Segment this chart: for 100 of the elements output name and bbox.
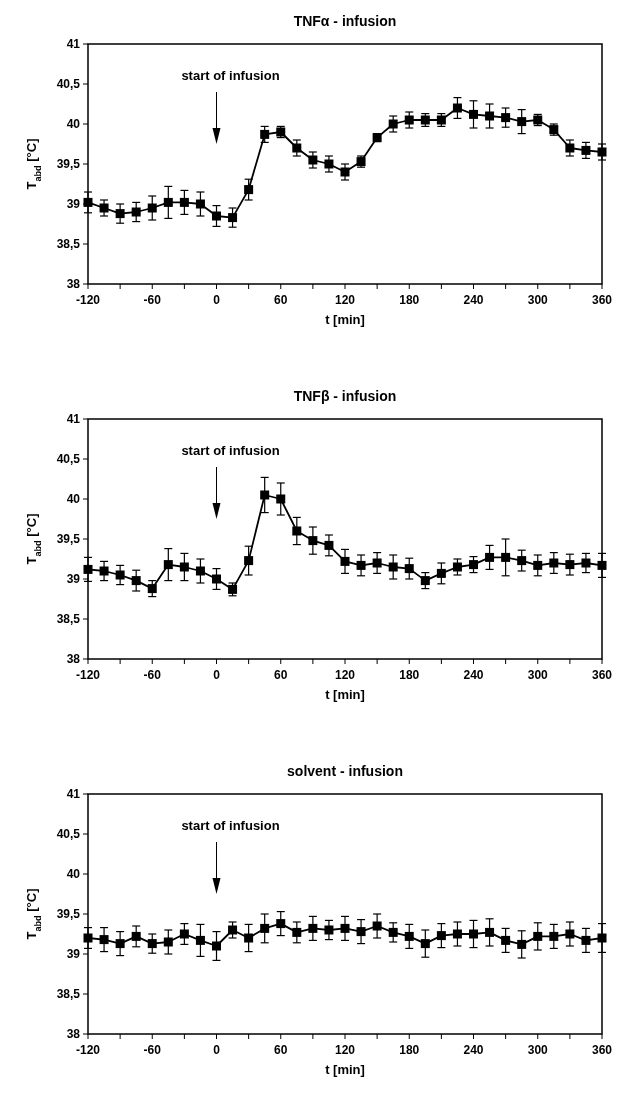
point [340, 167, 350, 177]
point [179, 562, 189, 572]
point [163, 560, 173, 570]
x-tick-label: 120 [334, 668, 356, 682]
x-axis-title: t [min] [325, 312, 365, 327]
x-tick-label: 60 [274, 293, 288, 307]
x-tick-label: 120 [334, 293, 356, 307]
point [485, 552, 495, 562]
x-tick-label: 180 [399, 293, 420, 307]
point [228, 213, 238, 223]
point [260, 490, 270, 500]
point [533, 931, 543, 941]
point [292, 526, 302, 536]
x-tick-label: 0 [213, 293, 221, 307]
y-tick-label: 38 [66, 652, 81, 667]
point [179, 929, 189, 939]
point [324, 159, 334, 169]
point [388, 562, 398, 572]
point [501, 552, 511, 562]
point [404, 115, 414, 125]
point [131, 931, 141, 941]
point [420, 576, 430, 586]
point [565, 143, 575, 153]
x-tick-label: 240 [463, 293, 484, 307]
y-tick-label: 41 [66, 787, 81, 802]
point [452, 929, 462, 939]
point [308, 923, 318, 933]
point [292, 927, 302, 937]
point [597, 147, 607, 157]
point [83, 564, 93, 574]
point [485, 111, 495, 121]
x-tick-label: 60 [274, 668, 288, 682]
x-tick-label: -60 [143, 668, 162, 682]
point [195, 566, 205, 576]
y-tick-label: 40 [66, 867, 81, 882]
point [597, 933, 607, 943]
x-tick-label: 0 [213, 668, 221, 682]
y-tick-label: 39,5 [56, 157, 81, 172]
y-tick-label: 39,5 [56, 532, 81, 547]
x-tick-label: -60 [143, 293, 162, 307]
y-tick-label: 38,5 [56, 237, 81, 252]
point [276, 919, 286, 929]
point [388, 119, 398, 129]
x-tick-label: -120 [75, 293, 101, 307]
point [99, 203, 109, 213]
point [244, 556, 254, 566]
y-tick-label: 40,5 [56, 827, 81, 842]
y-tick-label: 38,5 [56, 612, 81, 627]
point [260, 129, 270, 139]
annotation: start of infusion [181, 68, 280, 83]
point [372, 558, 382, 568]
y-tick-label: 40 [66, 117, 81, 132]
point [517, 939, 527, 949]
point [99, 935, 109, 945]
point [131, 576, 141, 586]
point [292, 143, 302, 153]
x-tick-label: -60 [143, 1043, 162, 1057]
y-tick-label: 39,5 [56, 907, 81, 922]
point [452, 103, 462, 113]
x-tick-label: 60 [274, 1043, 288, 1057]
y-tick-label: 38 [66, 277, 81, 292]
point [163, 197, 173, 207]
point [99, 566, 109, 576]
point [212, 941, 221, 951]
x-tick-label: 0 [213, 1043, 221, 1057]
point [501, 113, 511, 123]
point [115, 570, 125, 580]
point [452, 562, 462, 572]
y-tick-label: 41 [66, 37, 81, 52]
annotation: start of infusion [181, 443, 280, 458]
point [420, 939, 430, 949]
point [388, 927, 398, 937]
point [260, 923, 270, 933]
y-tick-label: 40 [66, 492, 81, 507]
x-tick-label: 300 [527, 293, 549, 307]
chart-title: TNFα - infusion [293, 13, 397, 29]
point [324, 540, 334, 550]
point [436, 931, 446, 941]
point [147, 203, 157, 213]
point [340, 556, 350, 566]
point [244, 185, 254, 195]
x-tick-label: 360 [591, 293, 613, 307]
point [597, 560, 607, 570]
point [372, 921, 382, 931]
point [356, 927, 366, 937]
x-tick-label: 360 [591, 668, 613, 682]
y-tick-label: 39 [66, 947, 81, 962]
annotation: start of infusion [181, 818, 280, 833]
x-tick-label: 300 [527, 1043, 549, 1057]
point [404, 564, 414, 574]
y-tick-label: 40,5 [56, 452, 81, 467]
y-tick-label: 38,5 [56, 987, 81, 1002]
point [147, 939, 157, 949]
y-tick-label: 39 [66, 197, 81, 212]
x-tick-label: 300 [527, 668, 549, 682]
x-tick-label: -120 [75, 668, 101, 682]
point [308, 536, 318, 546]
x-tick-label: 240 [463, 1043, 484, 1057]
chart-title: TNFβ - infusion [293, 388, 397, 404]
point [565, 560, 575, 570]
